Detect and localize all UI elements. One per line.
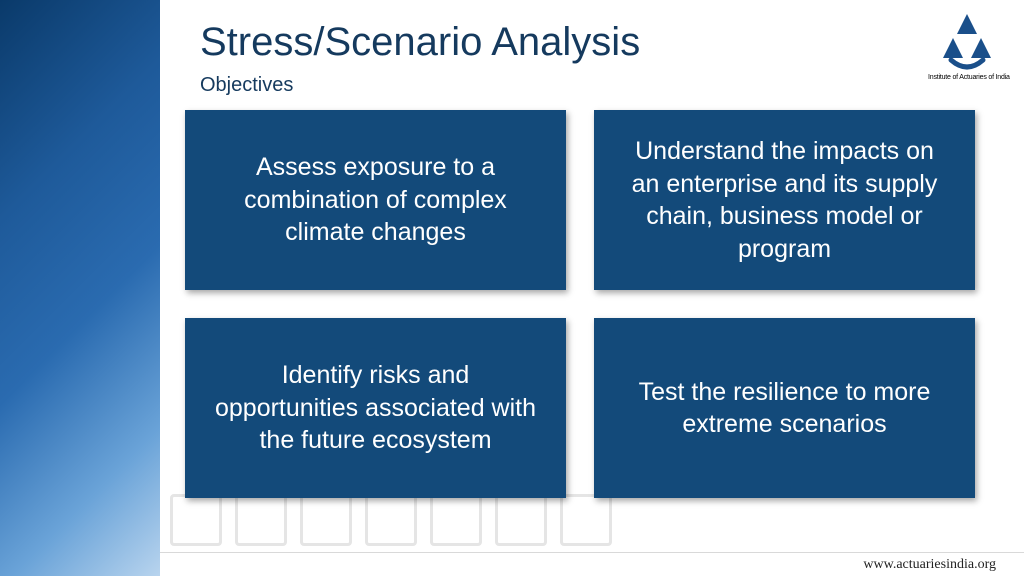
- objective-card: Test the resilience to more extreme scen…: [594, 318, 975, 498]
- objective-text: Test the resilience to more extreme scen…: [620, 376, 949, 441]
- logo-icon: [937, 12, 997, 72]
- footer-bar: www.actuariesindia.org: [160, 552, 1024, 576]
- objective-card: Assess exposure to a combination of comp…: [185, 110, 566, 290]
- slide-subtitle: Objectives: [200, 74, 293, 97]
- objective-text: Identify risks and opportunities associa…: [211, 359, 540, 457]
- logo-caption: Institute of Actuaries of India: [928, 74, 1006, 81]
- objective-card: Understand the impacts on an enterprise …: [594, 110, 975, 290]
- objective-text: Understand the impacts on an enterprise …: [620, 135, 949, 265]
- footer-url: www.actuariesindia.org: [863, 557, 996, 573]
- objectives-grid: Assess exposure to a combination of comp…: [185, 110, 975, 498]
- sidebar-accent: [0, 0, 160, 576]
- objective-text: Assess exposure to a combination of comp…: [211, 151, 540, 249]
- slide-title: Stress/Scenario Analysis: [200, 20, 640, 65]
- org-logo: Institute of Actuaries of India: [928, 12, 1006, 81]
- objective-card: Identify risks and opportunities associa…: [185, 318, 566, 498]
